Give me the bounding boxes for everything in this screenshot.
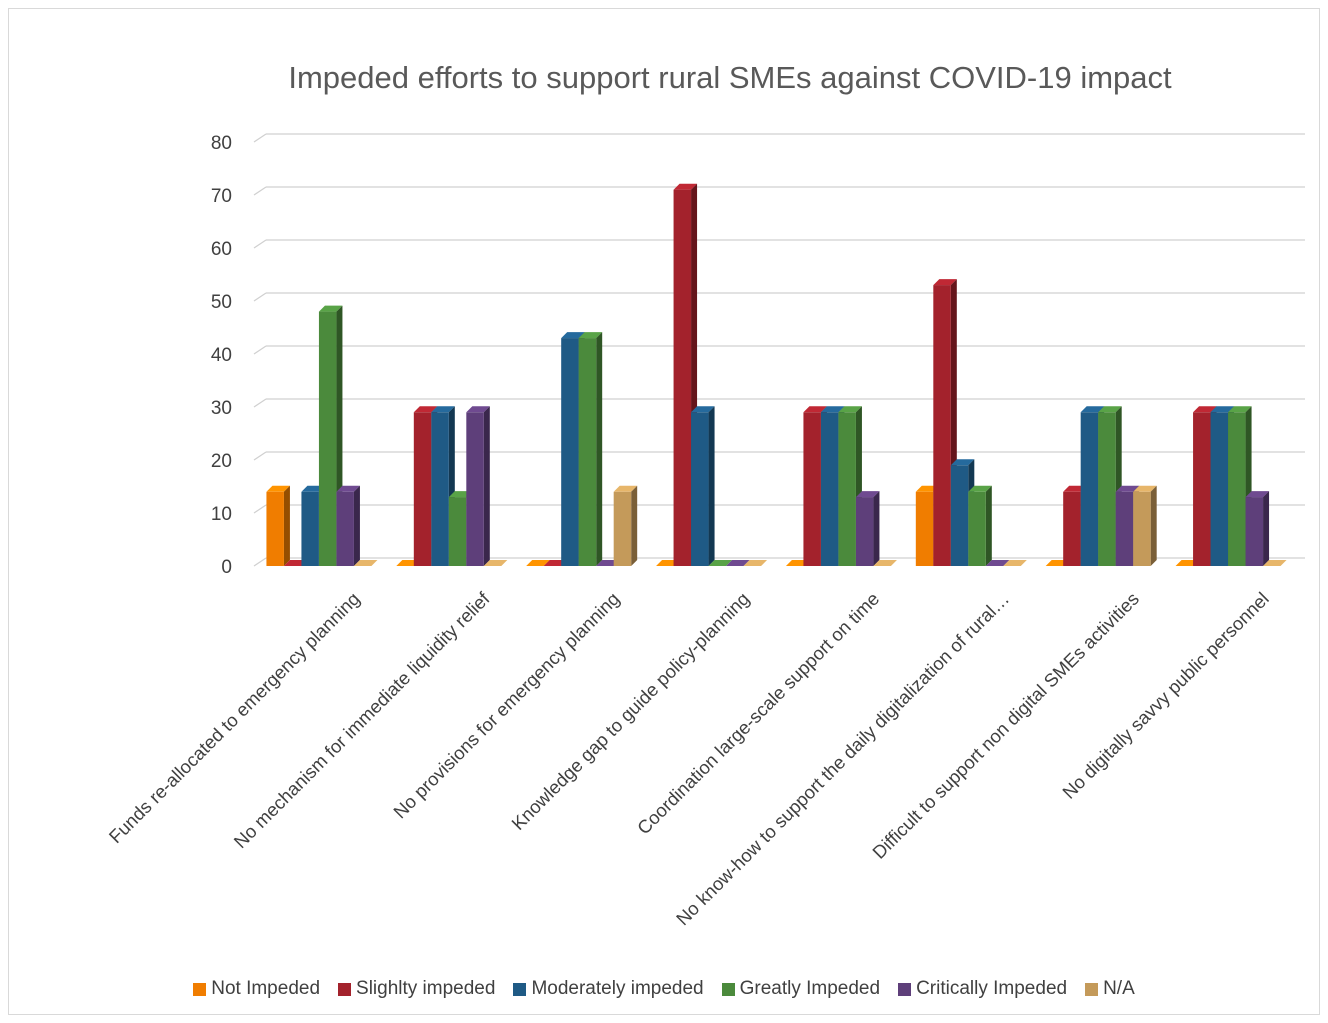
legend-item: Slighlty impeded bbox=[338, 978, 495, 1000]
gridline-depth bbox=[253, 557, 267, 567]
x-category-label: No provisions for emergency planning bbox=[389, 588, 623, 822]
y-tick-label: 40 bbox=[211, 345, 232, 366]
bar bbox=[526, 560, 550, 566]
bar bbox=[968, 485, 992, 566]
gridline-depth bbox=[253, 239, 267, 249]
y-tick-label: 80 bbox=[211, 133, 232, 154]
gridline-depth bbox=[253, 186, 267, 196]
legend-item: N/A bbox=[1085, 978, 1135, 1000]
bar bbox=[855, 491, 880, 566]
y-tick-label: 70 bbox=[211, 186, 232, 207]
y-tick-label: 30 bbox=[211, 398, 232, 419]
gridline-depth bbox=[253, 504, 267, 514]
legend-label: Slighlty impeded bbox=[356, 978, 496, 999]
bar bbox=[266, 485, 290, 566]
legend: Not Impeded Slighlty impeded Moderately im… bbox=[0, 978, 1328, 1000]
legend-item: Moderately impeded bbox=[513, 978, 704, 1000]
y-axis-ticks: 0 10 20 30 40 50 60 70 80 bbox=[211, 133, 232, 578]
bar bbox=[336, 485, 360, 566]
legend-label: N/A bbox=[1103, 978, 1135, 999]
bar bbox=[431, 406, 455, 566]
legend-swatch bbox=[1085, 982, 1099, 996]
bar bbox=[483, 560, 508, 566]
x-category-label: Funds re-allocated to emergency planning bbox=[105, 588, 364, 847]
y-tick-label: 20 bbox=[211, 451, 232, 472]
x-category-label: Coordination large-scale support on time bbox=[633, 588, 883, 838]
legend-label: Critically Impeded bbox=[916, 978, 1068, 999]
legend-swatch bbox=[721, 982, 735, 996]
gridline-depth bbox=[253, 292, 267, 302]
bar bbox=[743, 560, 768, 566]
gridline-depth bbox=[253, 133, 267, 143]
legend-item: Greatly Impeded bbox=[721, 978, 881, 1000]
bar bbox=[1245, 491, 1270, 566]
x-category-label: Knowledge gap to guide policy-planning bbox=[507, 588, 753, 834]
x-category-label: No mechanism for immediate liquidity rel… bbox=[229, 587, 494, 852]
bar bbox=[466, 406, 490, 566]
gridline-depth bbox=[253, 398, 267, 408]
bar bbox=[985, 560, 1010, 566]
gridline-depth bbox=[253, 451, 267, 461]
legend-swatch bbox=[898, 982, 912, 996]
y-tick-label: 60 bbox=[211, 239, 232, 260]
x-category-label: No digitally savvy public personnel bbox=[1058, 588, 1273, 803]
y-tick-label: 10 bbox=[211, 504, 232, 525]
bar bbox=[578, 332, 603, 566]
bar bbox=[726, 560, 750, 566]
x-category-label: Difficult to support non digital SMEs ac… bbox=[868, 588, 1143, 863]
bars bbox=[266, 183, 1287, 566]
legend-item: Critically Impeded bbox=[898, 978, 1067, 1000]
x-axis-categories: Funds re-allocated to emergency planning… bbox=[105, 587, 1273, 929]
chart-title: Impeded efforts to support rural SMEs ag… bbox=[288, 60, 1172, 95]
bar bbox=[1003, 560, 1027, 566]
legend-swatch bbox=[193, 982, 207, 996]
legend-swatch bbox=[513, 982, 527, 996]
y-tick-label: 50 bbox=[211, 292, 232, 313]
bar bbox=[613, 485, 638, 566]
y-tick-label: 0 bbox=[221, 557, 232, 578]
bar bbox=[873, 560, 897, 566]
legend-item: Not Impeded bbox=[193, 978, 320, 1000]
bar bbox=[1133, 485, 1157, 566]
gridline-depth bbox=[253, 345, 267, 355]
bar bbox=[353, 560, 378, 566]
bar bbox=[691, 406, 715, 566]
legend-label: Not Impeded bbox=[211, 978, 321, 999]
legend-label: Moderately impeded bbox=[531, 978, 704, 999]
legend-swatch bbox=[338, 982, 352, 996]
bar bbox=[1263, 560, 1287, 566]
bar bbox=[708, 560, 733, 566]
legend-label: Greatly Impeded bbox=[739, 978, 881, 999]
